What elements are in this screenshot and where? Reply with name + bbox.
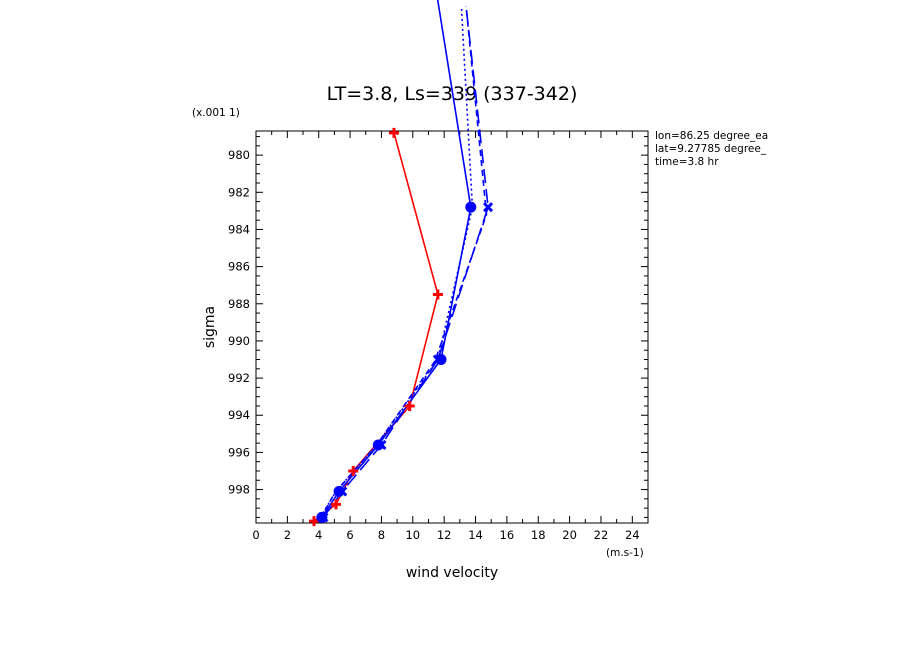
y-tick-label: 982 <box>228 185 250 199</box>
data-point-circle <box>465 201 477 213</box>
y-tick-label: 990 <box>228 334 250 348</box>
data-point-x <box>432 354 443 365</box>
x-tick-label: 10 <box>405 528 420 542</box>
x-tick-label: 6 <box>346 528 353 542</box>
info-time: time=3.8 hr <box>655 156 719 168</box>
data-point-plus <box>330 499 341 510</box>
data-point-x <box>337 486 348 497</box>
data-point-plus <box>388 127 399 138</box>
marker-layer <box>309 127 494 527</box>
y-tick-label: 986 <box>228 260 250 274</box>
data-point-circle <box>333 485 345 497</box>
x-tick-label: 18 <box>531 528 546 542</box>
series-line-2 <box>321 0 472 518</box>
x-axis-label: wind velocity <box>406 565 498 581</box>
x-tick-label: 4 <box>315 528 322 542</box>
x-tick-label: 0 <box>252 528 259 542</box>
series-line-3 <box>319 6 474 518</box>
data-point-plus <box>404 400 415 411</box>
x-tick-label: 8 <box>378 528 385 542</box>
y-unit-label: (x.001 1) <box>192 107 240 119</box>
series-layer <box>313 0 489 522</box>
data-point-plus <box>309 516 320 527</box>
x-tick-label: 22 <box>594 528 609 542</box>
data-point-x <box>376 439 387 451</box>
plot-frame <box>255 130 649 524</box>
data-point-circle <box>435 354 447 366</box>
x-tick-label: 14 <box>468 528 483 542</box>
y-tick-label: 984 <box>228 222 250 236</box>
axis-ticks: 0 2 4 6 8 10 12 14 16 18 20 22 249809829849869889909… <box>228 131 649 542</box>
x-tick-label: 20 <box>562 528 577 542</box>
y-tick-label: 994 <box>228 408 250 422</box>
x-tick-label: 12 <box>437 528 452 542</box>
data-point-circle <box>372 439 384 451</box>
y-tick-label: 996 <box>228 445 250 459</box>
x-tick-label: 2 <box>284 528 291 542</box>
data-point-plus <box>348 465 359 476</box>
y-axis-label: sigma <box>202 306 218 348</box>
x-tick-label: 24 <box>625 528 640 542</box>
data-point-plus <box>432 289 443 300</box>
y-tick-label: 992 <box>228 371 250 385</box>
y-tick-label: 980 <box>228 148 250 162</box>
y-tick-label: 988 <box>228 297 250 311</box>
info-lat: lat=9.27785 degree_ <box>655 143 767 155</box>
data-point-x <box>318 512 329 523</box>
info-lon: lon=86.25 degree_ea <box>655 130 768 142</box>
series-line-4 <box>319 6 488 520</box>
data-point-x <box>483 202 494 213</box>
x-tick-label: 16 <box>500 528 515 542</box>
x-unit-label: (m.s-1) <box>606 547 644 559</box>
y-tick-label: 998 <box>228 483 250 497</box>
series-line-1 <box>313 132 439 522</box>
